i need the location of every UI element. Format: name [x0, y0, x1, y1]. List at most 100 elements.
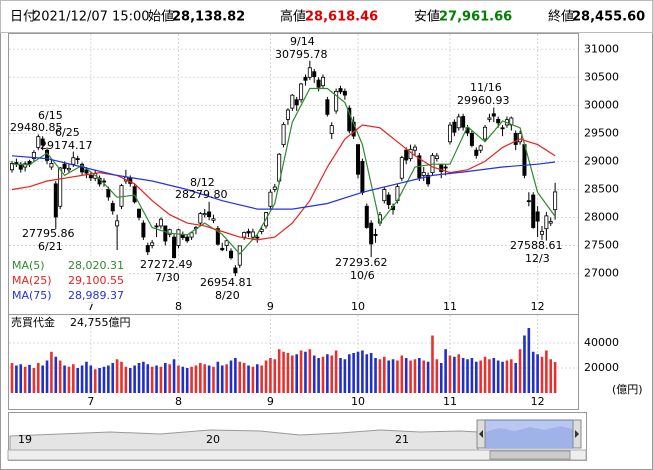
volume-bar [216, 361, 220, 393]
annotation-date: 7/30 [155, 271, 180, 284]
volume-bar [19, 364, 23, 393]
volume-bar [23, 366, 27, 393]
annotation-price: 26954.81 [200, 276, 253, 289]
volume-bar [492, 358, 496, 393]
volume-title: 売買代金 [11, 315, 55, 329]
x-tick-label: 12 [531, 395, 545, 408]
candle-body [373, 233, 378, 236]
candle-body [316, 79, 321, 88]
volume-bar [251, 366, 255, 393]
volume-bar [501, 361, 504, 393]
volume-bar [115, 359, 119, 393]
volume-bar [203, 364, 207, 393]
scrollbar-thumb[interactable] [489, 450, 571, 460]
candle-body [115, 220, 120, 227]
candle-body [272, 186, 277, 190]
volume-bar [391, 359, 395, 393]
volume-bar [361, 350, 364, 393]
scrollbar[interactable] [7, 449, 587, 461]
volume-bar [229, 360, 233, 393]
volume-bar [63, 365, 66, 393]
annotation-price: 27293.62 [335, 256, 388, 269]
volume-bar [41, 365, 44, 393]
candle-body [167, 229, 172, 235]
volume-bar [111, 363, 115, 393]
candle-body [386, 194, 391, 205]
candle-body [342, 90, 347, 96]
y-tick-label: 29500 [584, 126, 619, 139]
volume-bar [93, 369, 97, 393]
volume-bar [365, 354, 369, 393]
volume-bar [137, 363, 141, 393]
candle-body [40, 138, 45, 146]
volume-bar [80, 365, 84, 393]
volume-bar [426, 361, 430, 393]
volume-bar [172, 359, 176, 393]
candle-body [80, 163, 85, 173]
volume-bar [102, 366, 106, 393]
candle-body [119, 185, 124, 207]
volume-bar [470, 358, 474, 393]
volume-bar [505, 360, 509, 393]
candle-body [189, 232, 194, 238]
volume-bar [247, 365, 250, 393]
candle-body [483, 126, 488, 140]
volume-bar [400, 355, 404, 393]
candle-body [312, 71, 317, 78]
volume-bar [536, 354, 539, 393]
annotation-date: 11/16 [470, 81, 502, 94]
candle-body [434, 155, 439, 160]
candle-body [356, 144, 361, 175]
volume-bar [347, 354, 351, 393]
candle-body [535, 211, 540, 222]
volume-bar [264, 360, 268, 393]
candle-body [526, 200, 531, 203]
header-label: 高値 [280, 9, 306, 25]
y-tick-label: 20000 [584, 361, 619, 374]
candle-body [518, 133, 523, 143]
candle-body [202, 213, 207, 216]
volume-bar [164, 363, 167, 393]
annotation-price: 28279.80 [175, 188, 228, 201]
volume-bar [185, 368, 189, 393]
volume-bar [352, 353, 355, 393]
annotation-date: 8/12 [190, 176, 215, 189]
volume-value: 24,755億円 [70, 316, 131, 329]
volume-bar [435, 359, 439, 393]
y-tick-label: 40000 [584, 336, 619, 349]
volume-bar [85, 361, 88, 393]
candle-body [233, 267, 238, 274]
annotation-price: 29480.85 [10, 121, 63, 134]
annotation-price: 27795.86 [22, 227, 75, 240]
candle-body [404, 149, 409, 161]
candle-body [303, 76, 308, 81]
volume-bar [194, 365, 198, 393]
volume-bar [150, 366, 154, 393]
y-tick-label: 29000 [584, 154, 619, 167]
volume-bar [10, 363, 14, 393]
candle-body [137, 208, 142, 218]
legend-value: 29,100.55 [68, 274, 124, 287]
volume-bar [89, 365, 93, 393]
candle-body [474, 149, 479, 156]
candle-body [531, 194, 536, 228]
ma-line [11, 155, 556, 210]
volume-bar [387, 360, 390, 393]
y-tick-label: 27500 [584, 239, 619, 252]
candle-body [500, 127, 505, 130]
volume-bar [474, 361, 478, 393]
header-value: 28,138.82 [172, 10, 245, 25]
x-tick-label: 10 [351, 395, 365, 408]
volume-bar [549, 359, 553, 393]
volume-bar [177, 365, 180, 393]
volume-bar [518, 349, 522, 393]
candle-body [220, 247, 225, 251]
volume-bar [295, 354, 298, 393]
candle-body [198, 213, 203, 224]
candle-body [487, 117, 492, 120]
volume-bar [234, 358, 237, 393]
navigator-range-area [485, 426, 573, 448]
volume-bar [28, 364, 31, 393]
candle-body [9, 163, 14, 171]
